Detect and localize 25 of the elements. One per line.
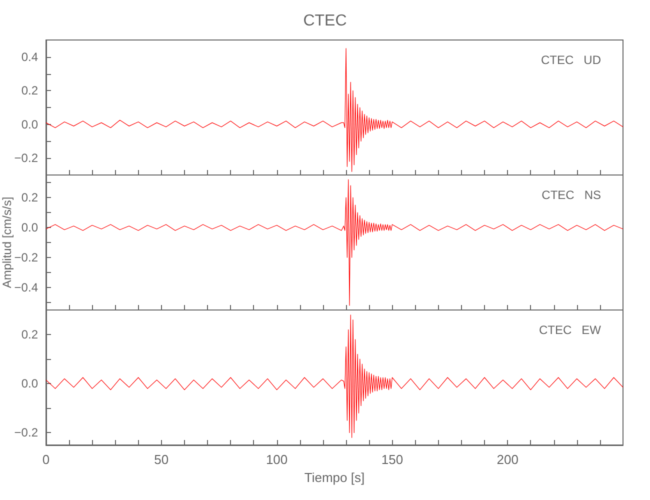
- y-axis-title: Amplitud [cm/s/s]: [0, 196, 14, 288]
- x-tick-label: 100: [266, 452, 288, 467]
- y-tick-label: −0.2: [14, 250, 38, 264]
- y-tick-label: 0.2: [21, 190, 38, 204]
- line-series: [46, 179, 624, 306]
- x-tick-label: 0: [42, 452, 50, 467]
- y-tick-label: −0.2: [14, 151, 38, 166]
- annotation: CTEC UD: [541, 53, 602, 67]
- x-tick-label: 150: [381, 452, 404, 467]
- y-tick-label: 0.0: [21, 376, 38, 391]
- y-tick-label: 0.2: [21, 328, 38, 342]
- chart-title: CTEC: [303, 12, 347, 30]
- line-series: [46, 48, 624, 172]
- y-tick-label: 0.2: [21, 84, 38, 98]
- x-tick-label: 200: [496, 452, 518, 467]
- y-tick-label: 0.4: [21, 50, 38, 64]
- line-series: [46, 314, 624, 438]
- annotation: CTEC NS: [542, 188, 601, 202]
- x-axis-title: Tiempo [s]: [304, 470, 365, 485]
- annotation: CTEC EW: [539, 323, 602, 337]
- y-tick-label: 0.0: [21, 117, 38, 132]
- y-tick-label: 0.0: [21, 220, 38, 234]
- y-tick-label: −0.4: [14, 280, 38, 294]
- x-tick-label: 50: [154, 452, 169, 467]
- y-tick-label: −0.2: [14, 426, 38, 440]
